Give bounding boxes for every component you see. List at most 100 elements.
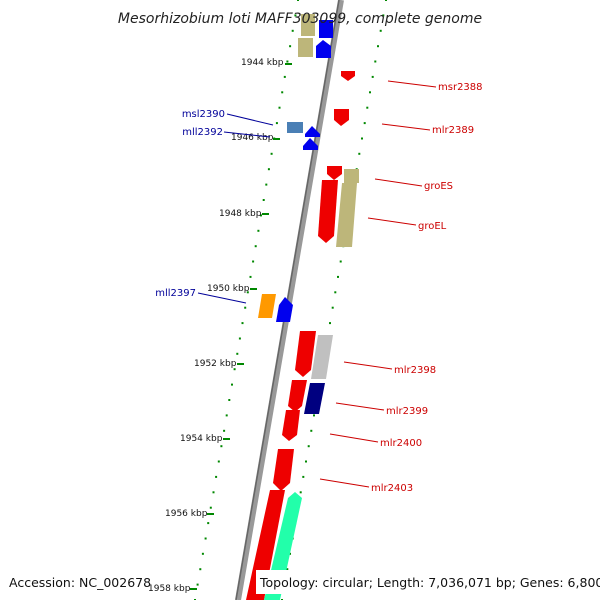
track-dot [294,14,297,17]
gene-label-msl2390: msl2390 [182,109,225,120]
track-dot [382,14,385,17]
genome-backbone [235,0,344,600]
track-dot [257,229,260,232]
track-dot [385,0,387,1]
gene-msr2388 [341,71,355,81]
kbp-label: 1956 kbp [165,509,208,519]
track-dot [201,552,204,555]
track-dot [299,491,302,494]
gene-mlr2399-navy [304,383,325,414]
gene-mll2397-orange [258,294,276,318]
track-dot [262,199,265,201]
track-dot [244,306,247,309]
track-dot [374,60,377,63]
track-dot [366,106,369,109]
track-dot [217,460,220,463]
gene-groEL-khaki [336,183,357,247]
track-dot [310,429,313,432]
track-dot [289,45,292,48]
footer-accession: Accession: NC_002678 [9,575,151,590]
track-dot [291,29,294,32]
gene-mll2392-a [305,126,320,137]
track-dot [302,475,305,478]
track-dot [209,506,212,509]
track-dot [283,75,286,78]
gene-msl2390 [287,122,303,133]
track-dot [331,306,334,309]
kbp-label: 1952 kbp [194,359,237,369]
gene-top-partial [298,14,333,58]
chart-title: Mesorhizobium loti MAFF303099, complete … [118,11,482,27]
gene-mlr2399-red [288,380,307,412]
track-dot [313,414,315,417]
gene-groES-red [327,166,342,180]
gene-khaki-top [301,14,315,36]
track-dot [204,537,207,540]
footer-topology: Topology: circular; Length: 7,036,071 bp… [259,575,600,590]
track-dot [377,45,379,48]
gene-labels-right: msr2388 mlr2389 groES groEL mlr2398 mlr2… [371,82,483,494]
gene-label-mlr2399: mlr2399 [386,406,428,417]
gene-label-groEL: groEL [418,221,447,232]
gene-mlr2400 [282,410,300,441]
footer-bg [256,570,594,594]
track-dot [361,137,363,140]
track-dot [286,568,289,571]
kbp-label: 1958 kbp [148,584,191,594]
track-dot [275,122,278,125]
track-dot [270,152,273,155]
kbp-ticks [190,63,292,590]
gene-mlr2389 [334,109,349,126]
track-dot [252,260,255,263]
track-dot [249,275,252,278]
gene-groEL-red [318,180,338,243]
kbp-label: 1946 kbp [231,133,274,143]
track-dot [369,91,371,94]
gene-mlr2403 [273,449,294,491]
track-dot [236,352,239,355]
track-dot [281,91,284,94]
track-dot [334,291,337,294]
gene-mll2392-b [303,138,318,150]
gene-groES-khaki [344,169,359,183]
track-dot [337,275,339,278]
gene-mll2397-blue [276,297,293,322]
gene-label-mlr2403: mlr2403 [371,483,413,494]
track-dot [363,122,366,125]
track-dot [199,568,202,571]
track-dot [254,245,257,248]
track-dot [212,491,215,494]
track-dot [241,322,244,325]
kbp-label: 1950 kbp [207,284,250,294]
track-dot [238,337,241,340]
track-dot [297,0,299,1]
track-dot [267,168,270,171]
kbp-label: 1948 kbp [219,209,262,219]
track-dot [207,522,210,525]
track-dot [305,460,307,463]
gene-blue-2 [316,40,331,58]
kbp-labels: 1944 kbp 1946 kbp 1948 kbp 1950 kbp 1952… [148,58,284,594]
gene-blue-top [319,20,333,38]
track-dot [286,60,289,63]
track-dot [379,29,382,32]
track-dot [289,552,291,555]
track-dot [307,445,310,448]
track-dot [228,399,231,401]
gene-label-mll2392: mll2392 [182,127,223,138]
track-dot [225,414,228,417]
gene-label-msr2388: msr2388 [438,82,483,93]
track-dot [220,445,223,448]
kbp-label: 1954 kbp [180,434,223,444]
track-dot [233,368,236,371]
gene-mlr2398-silver [311,335,333,379]
track-dot [260,214,262,217]
gene-label-groES: groES [424,181,453,192]
track-dot [358,152,361,155]
track-dot [246,291,249,294]
right-leader-lines [319,80,437,488]
gene-khaki-2 [298,38,313,57]
track-dot [371,75,374,78]
track-dot [215,475,218,478]
